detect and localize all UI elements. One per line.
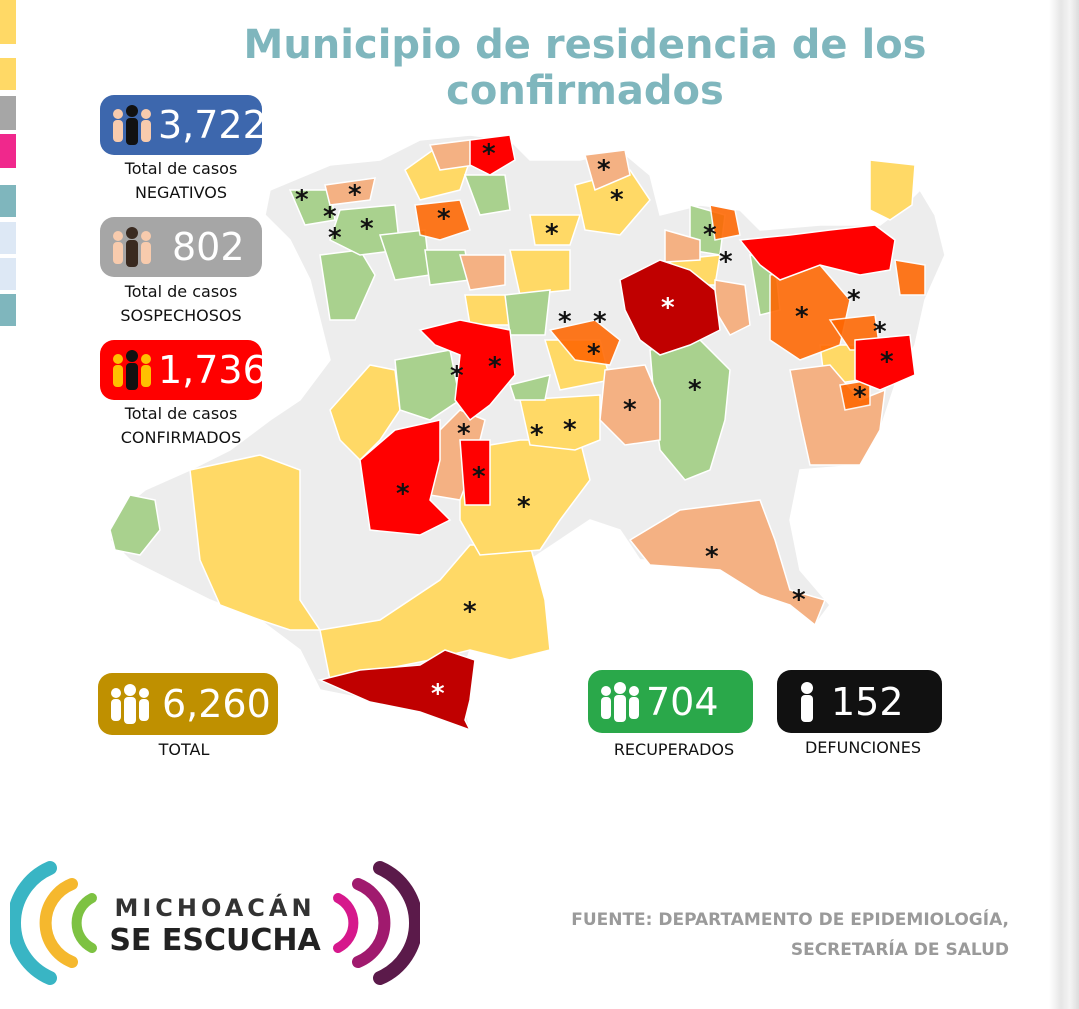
sospechosos-box: 802	[100, 217, 262, 277]
confirmados-box: 1,736	[100, 340, 267, 400]
sospechosos-label: Total de casos SOSPECHOSOS	[120, 282, 242, 325]
svg-text:*: *	[530, 420, 544, 450]
legend-strip	[0, 0, 16, 330]
svg-text:*: *	[623, 395, 637, 425]
logo-line2: SE ESCUCHA	[109, 923, 321, 958]
legend-swatch	[0, 222, 16, 254]
page-title: Municipio de residencia de los confirmad…	[243, 22, 927, 114]
person-icon	[797, 681, 817, 723]
svg-text:*: *	[450, 361, 464, 391]
svg-text:*: *	[517, 492, 531, 522]
svg-text:*: *	[431, 679, 445, 709]
sospechosos-value: 802	[172, 225, 245, 269]
svg-text:*: *	[847, 285, 861, 315]
svg-text:*: *	[610, 185, 624, 215]
confirmados-value: 1,736	[158, 348, 267, 392]
page-edge-shadow	[1049, 0, 1079, 1009]
people-icon	[110, 226, 154, 268]
people-icon	[110, 349, 154, 391]
svg-text:*: *	[488, 352, 502, 382]
svg-text:*: *	[719, 247, 733, 277]
people-icon	[110, 104, 154, 146]
svg-text:*: *	[688, 375, 702, 405]
people-icon	[108, 683, 152, 725]
svg-text:*: *	[437, 204, 451, 234]
negativos-box: 3,722	[100, 95, 267, 155]
svg-text:*: *	[323, 202, 337, 232]
svg-text:*: *	[703, 220, 717, 250]
svg-text:*: *	[482, 139, 496, 169]
svg-text:*: *	[295, 185, 309, 215]
legend-swatch	[0, 58, 16, 90]
source-line1: FUENTE: DEPARTAMENTO DE EPIDEMIOLOGÍA,	[571, 910, 1009, 930]
svg-text:*: *	[792, 585, 806, 615]
svg-text:*: *	[597, 155, 611, 185]
confirmados-label: Total de casos CONFIRMADOS	[120, 404, 242, 447]
recuperados-label: RECUPERADOS	[613, 740, 735, 759]
svg-text:*: *	[563, 415, 577, 445]
michoacan-map: * * * * * * * * * * * * * * * * * * * * * * * * * * * * * * …	[100, 125, 950, 735]
svg-text:*: *	[558, 307, 572, 337]
svg-text:*: *	[873, 317, 887, 347]
source-line2: SECRETARÍA DE SALUD	[790, 940, 1009, 960]
svg-text:*: *	[705, 542, 719, 572]
svg-text:*: *	[463, 597, 477, 627]
defunciones-label: DEFUNCIONES	[804, 738, 922, 757]
svg-text:*: *	[853, 382, 867, 412]
svg-text:*: *	[328, 223, 342, 253]
svg-text:*: *	[661, 293, 675, 323]
source-note: FUENTE: DEPARTAMENTO DE EPIDEMIOLOGÍA, S…	[571, 905, 1009, 965]
svg-text:*: *	[593, 307, 607, 337]
svg-text:*: *	[396, 479, 410, 509]
negativos-value: 3,722	[158, 103, 267, 147]
recuperados-value: 704	[646, 679, 719, 724]
legend-swatch	[0, 134, 16, 168]
legend-swatch	[0, 0, 16, 44]
negativos-label: Total de casos NEGATIVOS	[124, 159, 238, 202]
svg-text:*: *	[348, 180, 362, 210]
legend-swatch	[0, 185, 16, 217]
legend-swatch	[0, 294, 16, 326]
svg-text:*: *	[472, 462, 486, 492]
defunciones-value: 152	[831, 679, 904, 724]
logo-line1: MICHOACÁN	[114, 893, 315, 922]
people-icon	[598, 681, 642, 723]
svg-text:*: *	[457, 419, 471, 449]
legend-swatch	[0, 96, 16, 130]
defunciones-box: 152	[777, 670, 942, 733]
total-label: TOTAL	[158, 740, 210, 759]
legend-swatch	[0, 258, 16, 290]
total-value: 6,260	[162, 682, 271, 726]
recuperados-box: 704	[588, 670, 753, 733]
total-box: 6,260	[98, 673, 278, 735]
svg-text:*: *	[795, 302, 809, 332]
svg-text:*: *	[545, 219, 559, 249]
michoacan-logo: MICHOACÁN SE ESCUCHA	[6, 858, 424, 988]
svg-text:*: *	[360, 214, 374, 244]
svg-text:*: *	[587, 339, 601, 369]
svg-text:*: *	[880, 347, 894, 377]
